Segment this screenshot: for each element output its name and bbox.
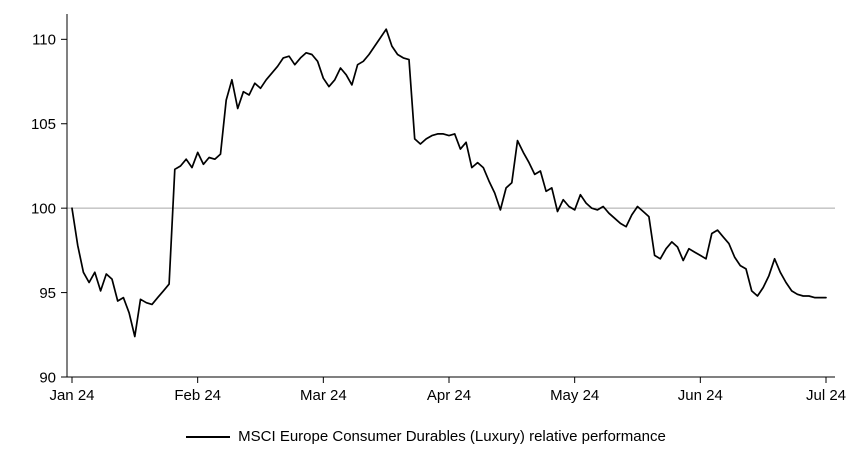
x-axis-label: Jan 24 xyxy=(49,387,94,404)
series-line xyxy=(71,28,827,338)
x-axis-label: Jul 24 xyxy=(806,387,846,404)
x-axis-label: Feb 24 xyxy=(174,387,221,404)
y-axis-label: 95 xyxy=(39,285,56,302)
x-axis-label: Jun 24 xyxy=(678,387,723,404)
legend-line-sample xyxy=(186,435,231,438)
x-axis-label: May 24 xyxy=(550,387,599,404)
x-axis-label: Apr 24 xyxy=(427,387,471,404)
y-axis-label: 110 xyxy=(32,32,56,49)
x-axis-label: Mar 24 xyxy=(300,387,347,404)
y-axis-label: 100 xyxy=(31,200,56,217)
legend-label: MSCI Europe Consumer Durables (Luxury) r… xyxy=(238,428,666,445)
y-axis-label: 90 xyxy=(39,369,56,386)
line-chart: 90 95 100 105 110 Jan 24 Feb 24 Mar 24 Apr 24 May… xyxy=(31,14,846,404)
legend: MSCI Europe Consumer Durables (Luxury) r… xyxy=(0,428,852,445)
y-axis-label: 105 xyxy=(31,116,56,133)
